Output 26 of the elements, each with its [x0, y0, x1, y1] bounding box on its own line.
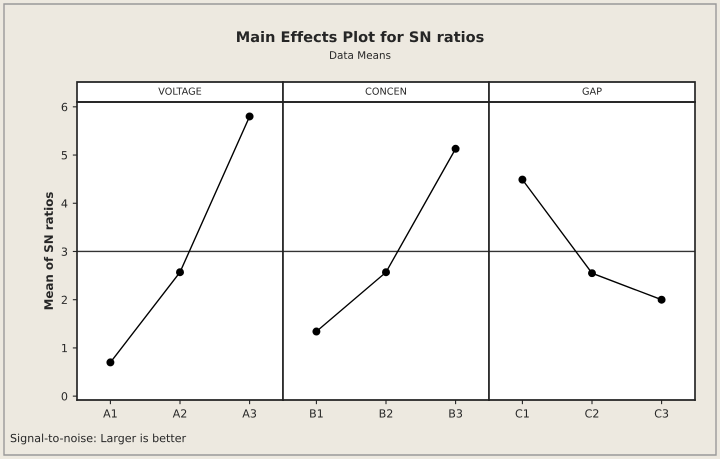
text: Signal-to-noise: Larger is better	[10, 434, 186, 444]
x-tick-label: C1	[516, 409, 529, 418]
y-axis-title: Mean of SN ratios	[44, 192, 54, 310]
y-tick-label: 1	[62, 344, 67, 352]
y-tick-label: 6	[62, 102, 68, 112]
x-tick-label: C2	[585, 409, 598, 418]
y-tick-label: 2	[62, 296, 67, 304]
x-tick-label: B2	[380, 409, 392, 418]
text: Data Means	[330, 51, 390, 60]
x-tick-label: B3	[449, 409, 462, 418]
x-tick-label: B1	[310, 409, 323, 418]
y-tick-label: 0	[62, 392, 68, 401]
chart-title: VOLTAGE	[158, 87, 202, 95]
y-tick-label: 5	[62, 151, 67, 160]
x-tick-label: C3	[654, 409, 668, 418]
point	[176, 268, 184, 276]
text: Main Effects Plot for SN ratios	[237, 30, 484, 42]
y-tick-label: 3	[62, 247, 68, 256]
x-tick-label: A1	[103, 409, 117, 418]
y-tick-label: 4	[61, 199, 68, 208]
x-tick-label: A3	[242, 409, 256, 418]
point	[246, 112, 254, 120]
chart-title: CONCEN	[366, 87, 406, 95]
x-tick-label: A2	[172, 409, 186, 418]
point	[106, 358, 114, 366]
chart-title: GAP	[582, 87, 602, 95]
